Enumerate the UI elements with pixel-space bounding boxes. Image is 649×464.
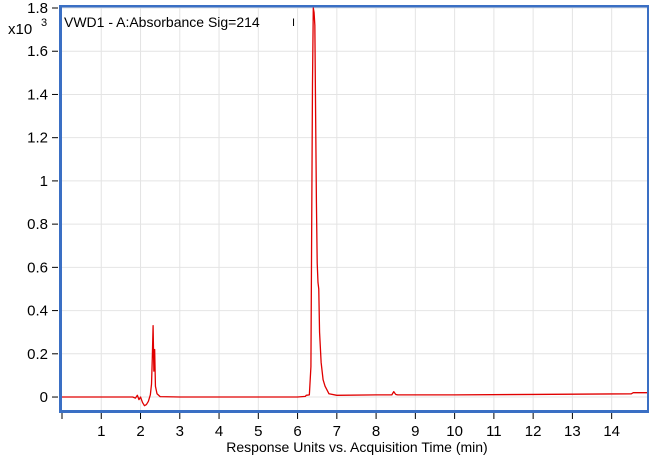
x-tick-label: 13 [564, 423, 581, 440]
y-multiplier-label: x10 [8, 21, 32, 38]
y-tick-label: 0.8 [27, 216, 48, 233]
x-axis-label: Response Units vs. Acquisition Time (min… [226, 439, 487, 455]
x-tick-label: 8 [372, 423, 380, 440]
y-multiplier-exponent: 3 [41, 17, 47, 29]
chart-title-suffix: I [292, 17, 295, 29]
y-tick-label: 0.6 [27, 259, 48, 276]
x-tick-label: 14 [603, 423, 620, 440]
x-tick-label: 9 [411, 423, 419, 440]
series-line-1 [62, 7, 647, 407]
x-tick-label: 11 [486, 423, 502, 440]
y-tick-label: 0.4 [27, 303, 48, 320]
y-tick-label: 1.2 [27, 130, 48, 147]
tick-layer: 1 2 3 4 5 6 7 8 9 10 11 12 13 1400.20.40.60.811.21.41… [27, 0, 620, 440]
x-tick-label: 1 [97, 423, 105, 440]
x-tick-label: 5 [254, 423, 262, 440]
y-tick-label: 1.8 [27, 0, 48, 17]
x-tick-label: 6 [293, 423, 301, 440]
y-tick-label: 1 [40, 173, 48, 190]
y-tick-label: 1.6 [27, 43, 48, 60]
y-tick-label: 0 [40, 389, 48, 406]
plot-frame[interactable] [59, 5, 649, 413]
grid-layer [62, 7, 647, 410]
x-tick-label: 2 [136, 423, 144, 440]
series-layer [62, 7, 647, 407]
x-tick-label: 12 [525, 423, 542, 440]
x-tick-label: 4 [215, 423, 223, 440]
y-tick-label: 0.2 [27, 346, 48, 363]
x-tick-label: 3 [176, 423, 184, 440]
x-tick-label: 10 [446, 423, 463, 440]
y-tick-label: 1.4 [27, 86, 48, 103]
chart-title: VWD1 - A:Absorbance Sig=214 [64, 14, 260, 30]
x-tick-label: 7 [333, 423, 341, 440]
